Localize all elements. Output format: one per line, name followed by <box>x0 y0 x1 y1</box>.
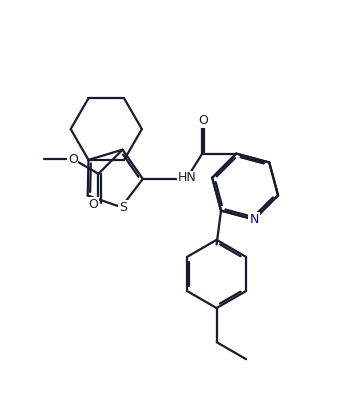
Text: HN: HN <box>178 171 196 184</box>
Text: N: N <box>249 213 259 226</box>
Text: O: O <box>198 114 208 127</box>
Text: O: O <box>68 153 78 166</box>
Text: O: O <box>88 198 98 211</box>
Text: S: S <box>119 201 127 214</box>
